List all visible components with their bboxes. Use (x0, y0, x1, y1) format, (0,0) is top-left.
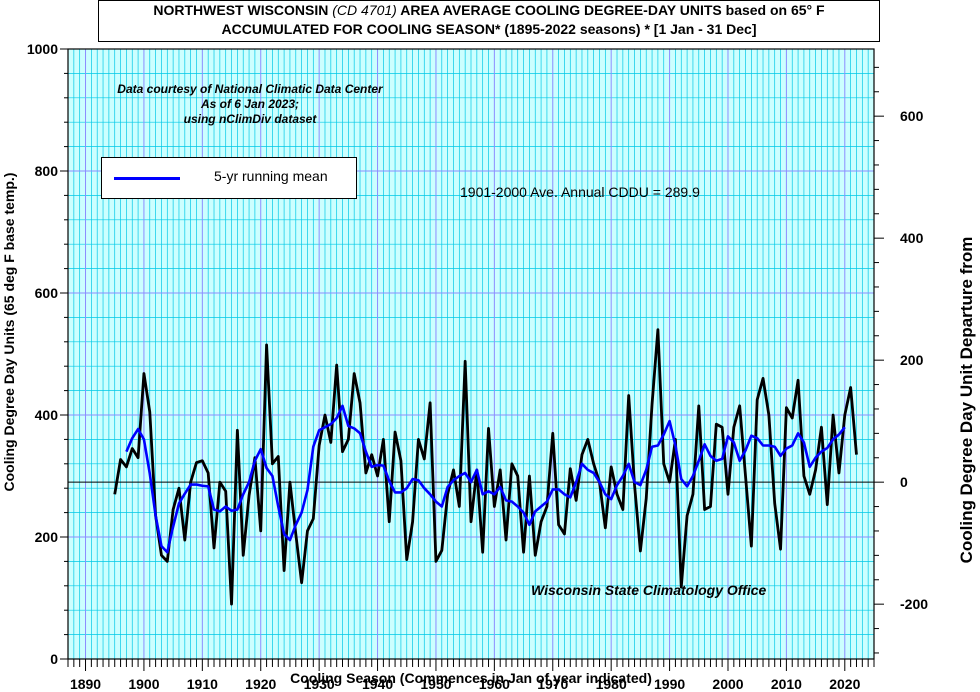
x-tick-label: 1980 (596, 676, 627, 692)
x-tick-label: 1960 (479, 676, 510, 692)
y-tick-label: 400 (35, 407, 59, 423)
x-tick-label: 1890 (70, 676, 101, 692)
title-line-2: ACCUMULATED FOR COOLING SEASON* (1895-20… (221, 21, 757, 37)
x-tick-label: 1900 (128, 676, 159, 692)
major-grid (68, 48, 874, 660)
y-axis-label: Cooling Degree Day Units (65 deg F base … (1, 172, 17, 492)
x-tick-label: 1940 (362, 676, 393, 692)
legend-label: 5-yr running mean (214, 168, 328, 184)
y-tick-label: 0 (50, 651, 58, 667)
legend: 5-yr running mean (101, 157, 357, 199)
series-layer (68, 328, 874, 606)
y-tick-label: 200 (35, 529, 59, 545)
minor-grid (67, 49, 875, 659)
x-tick-label: 1950 (420, 676, 451, 692)
running-mean-line (125, 404, 846, 554)
x-axis-label: Cooling Season (Commences in Jan of year… (290, 670, 652, 686)
y-tick-label: 600 (35, 285, 59, 301)
x-tick-label: 1970 (537, 676, 568, 692)
title-part-c: AREA AVERAGE COOLING DEGREE-DAY UNITS ba… (396, 2, 825, 18)
y-tick-label: 1000 (27, 41, 58, 57)
x-tick-label: 2000 (712, 676, 743, 692)
x-tick-label: 1990 (654, 676, 685, 692)
x-tick-label: 1920 (245, 676, 276, 692)
y2-tick-label: 400 (900, 230, 924, 246)
credit-line-2: As of 6 Jan 2023; (200, 97, 300, 111)
y2-tick-label: -200 (900, 596, 928, 612)
y2-tick-label: 200 (900, 352, 924, 368)
axes-layer: 1890 1900 1910 1920 1930 1940 1950 1960 1970 1980… (27, 41, 928, 692)
y2-tick-label: 600 (900, 108, 924, 124)
title-part-a: NORTHWEST WISCONSIN (153, 2, 333, 18)
title-line-1: NORTHWEST WISCONSIN (CD 4701) AREA AVERA… (99, 1, 879, 20)
credit-line-3: using nClimDiv dataset (183, 112, 317, 126)
legend-swatch (114, 177, 180, 180)
y2-tick-label: 0 (900, 474, 908, 490)
average-annotation: 1901-2000 Ave. Annual CDDU = 289.9 (460, 184, 700, 200)
x-tick-label: 1910 (187, 676, 218, 692)
title-part-b: (CD 4701) (332, 2, 397, 18)
annual-cddu-line (113, 328, 858, 606)
x-tick-label: 2020 (829, 676, 860, 692)
chart-title: NORTHWEST WISCONSIN (CD 4701) AREA AVERA… (98, 0, 880, 42)
y2-axis-label: Cooling Degree Day Unit Departure from a… (957, 236, 980, 564)
office-credit: Wisconsin State Climatology Office (531, 582, 767, 598)
x-tick-label: 2010 (771, 676, 802, 692)
y-tick-label: 800 (35, 163, 59, 179)
credit-line-1: Data courtesy of National Climatic Data … (117, 82, 383, 96)
data-credit: Data courtesy of National Climatic Data … (100, 82, 400, 127)
x-tick-label: 1930 (304, 676, 335, 692)
